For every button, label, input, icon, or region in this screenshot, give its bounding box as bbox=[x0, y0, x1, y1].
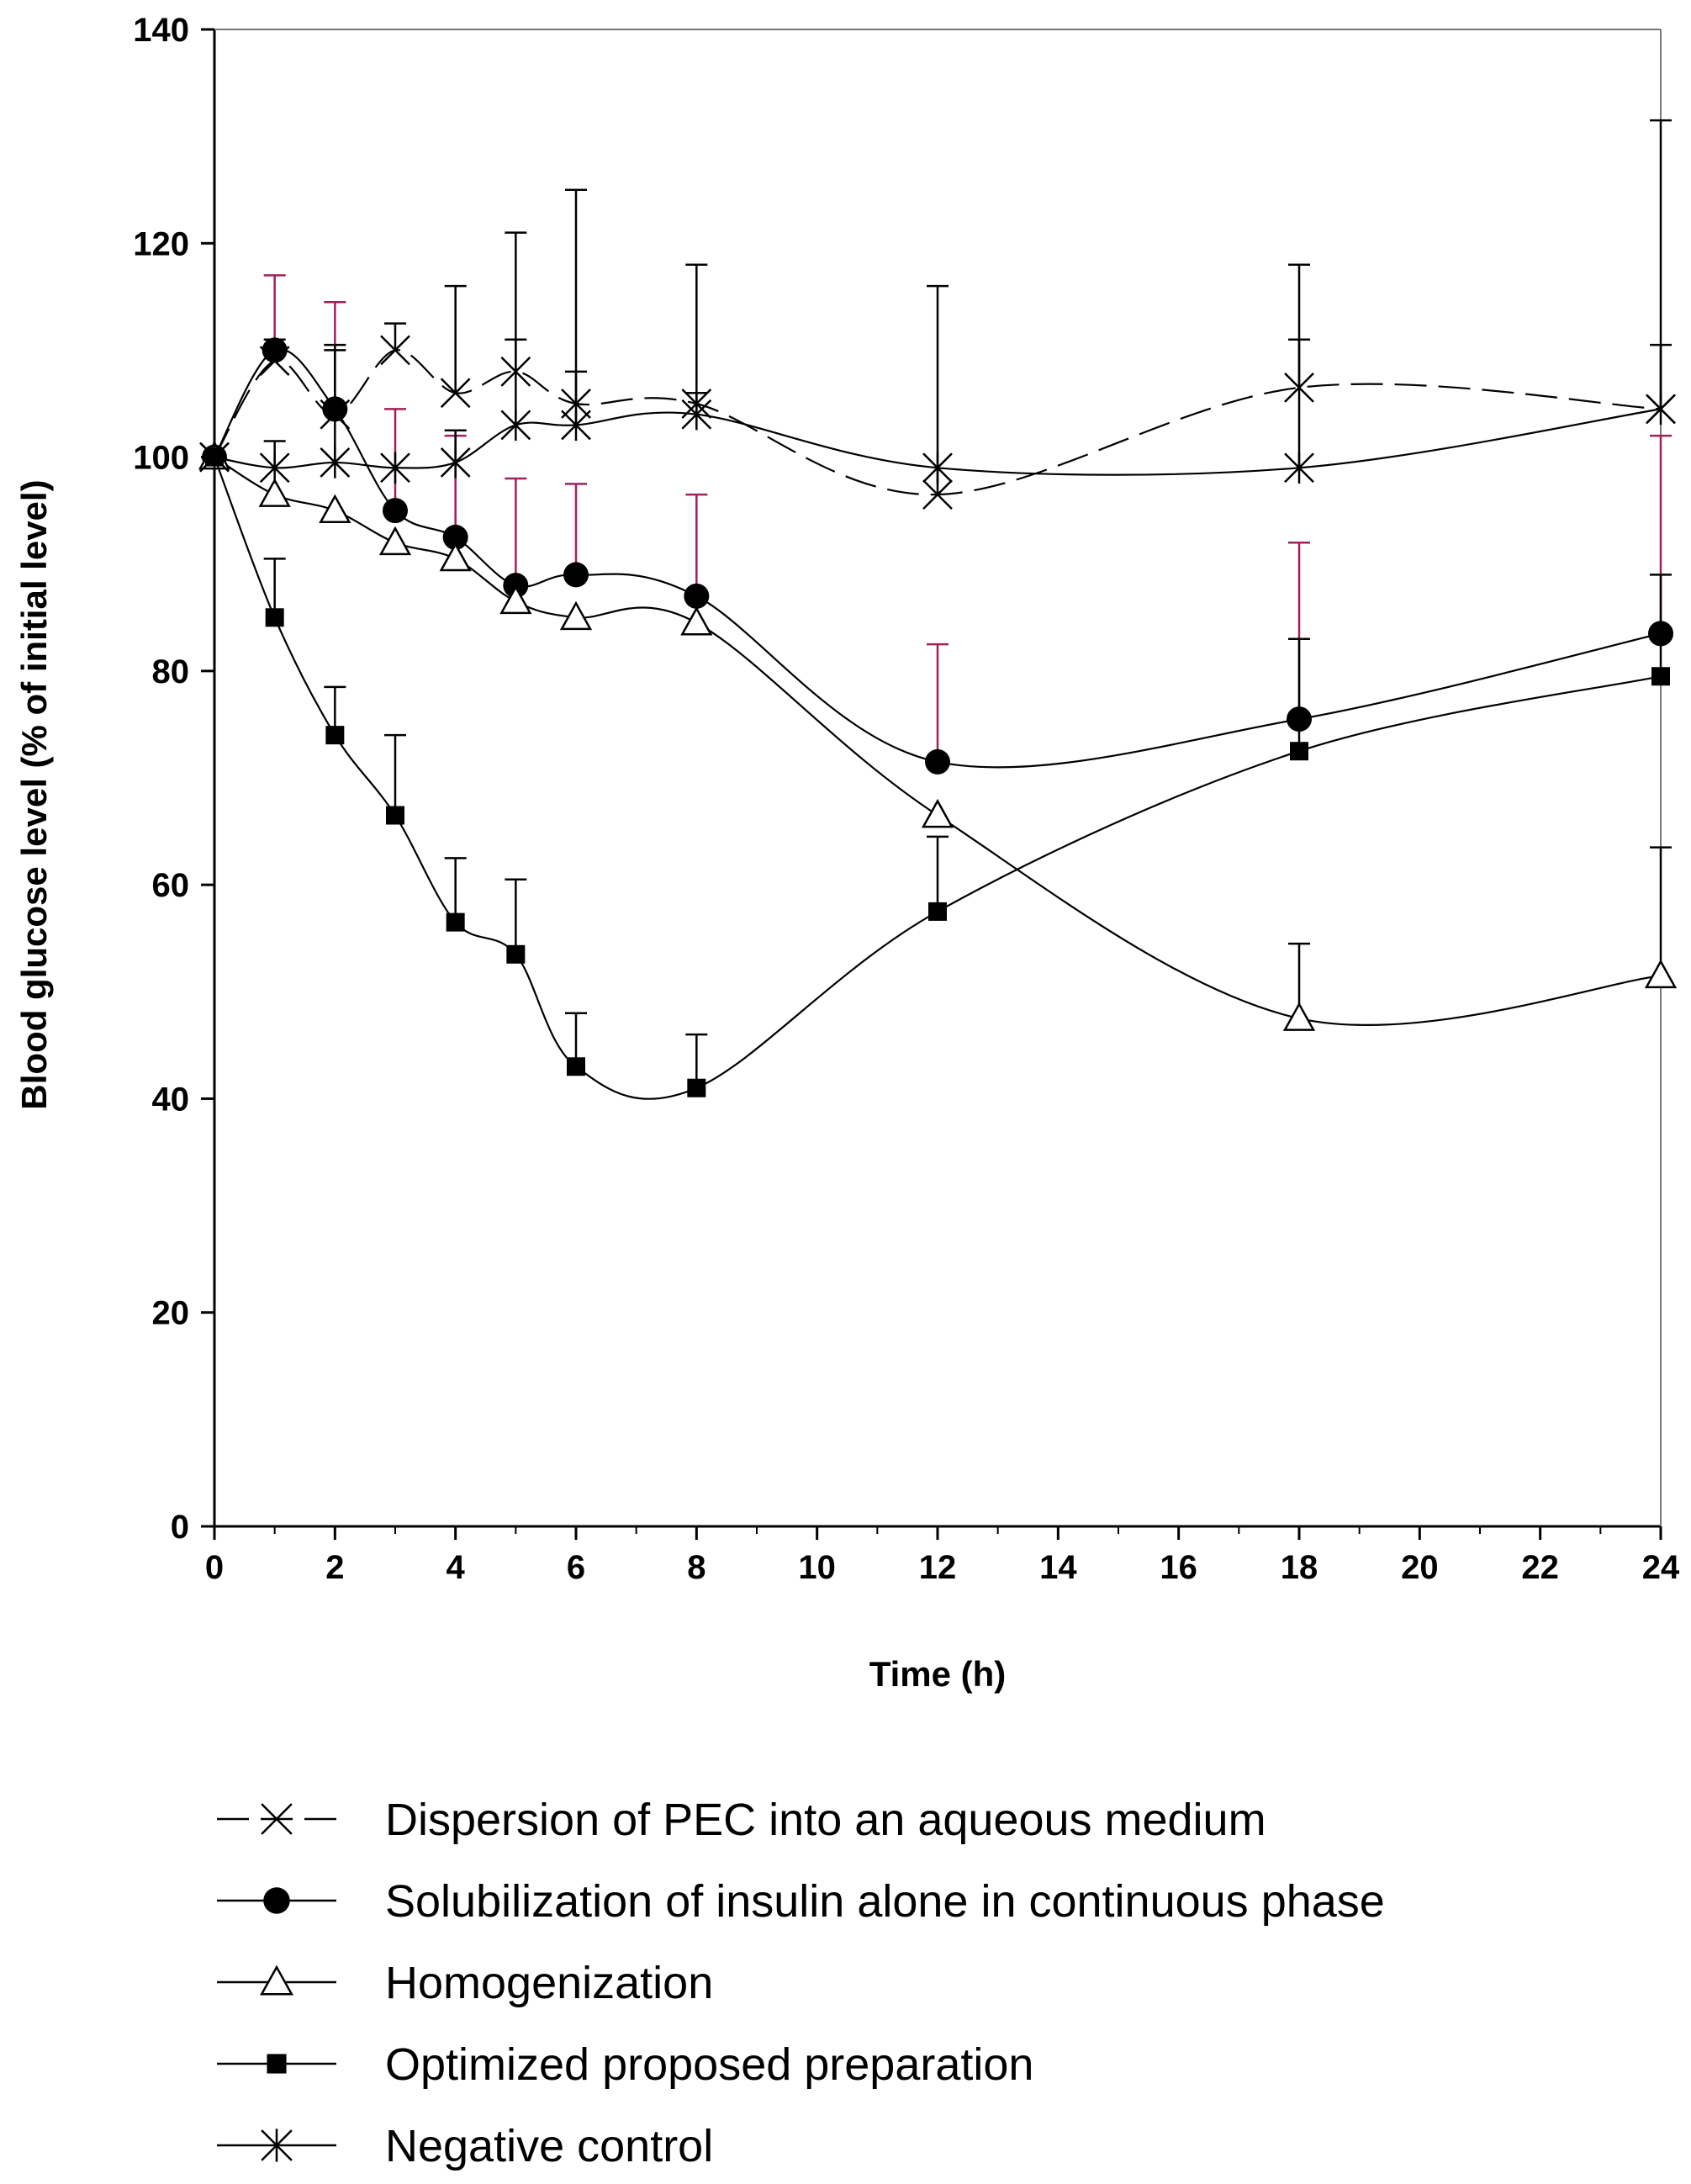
data-point-open-triangle bbox=[1282, 1002, 1316, 1031]
data-point-filled-circle bbox=[563, 562, 589, 588]
y-tick-label: 80 bbox=[152, 653, 190, 690]
x-tick-label: 22 bbox=[1521, 1549, 1559, 1586]
x-tick-label: 4 bbox=[447, 1549, 466, 1586]
x-tick-label: 8 bbox=[687, 1549, 705, 1586]
data-point-filled-circle bbox=[383, 498, 408, 524]
data-point-asterisk bbox=[681, 399, 712, 431]
data-point-filled-circle bbox=[263, 1887, 290, 1914]
data-point-open-triangle bbox=[319, 494, 351, 523]
x-tick-label: 12 bbox=[919, 1549, 957, 1586]
legend-label: Dispersion of PEC into an aqueous medium bbox=[385, 1795, 1266, 1845]
x-tick-label: 18 bbox=[1281, 1549, 1318, 1586]
data-point-filled-square bbox=[567, 1057, 585, 1076]
data-point-open-triangle bbox=[559, 600, 593, 631]
legend-label: Solubilization of insulin alone in conti… bbox=[385, 1876, 1385, 1927]
legend-label: Optimized proposed preparation bbox=[385, 2039, 1033, 2090]
series-5 bbox=[199, 338, 1676, 484]
legend-item: Optimized proposed preparation bbox=[217, 2039, 1033, 2090]
y-tick-label: 140 bbox=[133, 12, 189, 49]
data-point-open-triangle bbox=[499, 584, 532, 615]
data-point-open-triangle bbox=[680, 606, 713, 636]
legend-item: Negative control bbox=[217, 2121, 713, 2171]
x-tick-label: 6 bbox=[567, 1549, 585, 1586]
data-point-filled-square bbox=[267, 2054, 287, 2074]
legend-item: Homogenization bbox=[217, 1958, 713, 2008]
legend-label: Negative control bbox=[385, 2121, 713, 2171]
y-tick-label: 120 bbox=[133, 225, 189, 262]
legend-label: Homogenization bbox=[385, 1958, 713, 2008]
legend-item: Solubilization of insulin alone in conti… bbox=[217, 1876, 1385, 1927]
series-4 bbox=[205, 447, 1672, 1100]
series-3 bbox=[198, 440, 1678, 1031]
x-tick-label: 10 bbox=[798, 1549, 836, 1586]
series-line bbox=[213, 457, 1662, 1100]
data-point-asterisk bbox=[320, 447, 351, 479]
data-point-open-triangle bbox=[378, 526, 412, 556]
plot-frame bbox=[213, 29, 1662, 1528]
data-point-asterisk bbox=[199, 441, 230, 473]
data-point-filled-square bbox=[928, 902, 947, 921]
x-tick-label: 14 bbox=[1039, 1549, 1077, 1586]
x-tick-label: 24 bbox=[1642, 1549, 1680, 1586]
data-point-filled-square bbox=[1651, 667, 1670, 686]
data-point-open-triangle bbox=[258, 478, 291, 507]
x-tick-label: 20 bbox=[1401, 1549, 1439, 1586]
y-tick-label: 100 bbox=[133, 440, 189, 477]
data-point-filled-square bbox=[506, 944, 526, 964]
data-point-x-marker bbox=[380, 335, 410, 366]
data-point-open-triangle bbox=[439, 542, 472, 572]
data-point-open-triangle bbox=[921, 798, 954, 828]
y-tick-label: 0 bbox=[171, 1509, 189, 1546]
data-point-open-triangle bbox=[260, 1965, 293, 1996]
data-point-filled-square bbox=[386, 806, 404, 825]
x-tick-label: 16 bbox=[1160, 1549, 1197, 1586]
data-point-asterisk bbox=[259, 452, 290, 484]
data-point-asterisk bbox=[561, 409, 591, 442]
x-tick-label: 2 bbox=[325, 1549, 344, 1586]
y-tick-label: 20 bbox=[152, 1295, 190, 1332]
data-point-asterisk bbox=[440, 447, 471, 479]
data-point-open-triangle bbox=[1644, 959, 1678, 989]
data-point-asterisk bbox=[922, 452, 953, 484]
legend: Dispersion of PEC into an aqueous medium… bbox=[217, 1795, 1385, 2171]
data-point-filled-square bbox=[446, 912, 465, 932]
data-point-filled-square bbox=[687, 1078, 706, 1097]
data-point-asterisk bbox=[1284, 452, 1314, 484]
data-point-filled-square bbox=[265, 608, 284, 627]
data-point-asterisk bbox=[380, 452, 410, 484]
data-point-filled-circle bbox=[442, 524, 468, 550]
data-point-filled-circle bbox=[684, 583, 710, 609]
data-point-x-marker bbox=[922, 479, 953, 510]
y-axis-title: Blood glucose level (% of initial level) bbox=[14, 479, 54, 1109]
legend-item: Dispersion of PEC into an aqueous medium bbox=[217, 1795, 1266, 1845]
data-point-filled-circle bbox=[925, 748, 950, 775]
y-tick-label: 40 bbox=[152, 1081, 190, 1118]
data-point-filled-circle bbox=[262, 337, 288, 363]
data-point-asterisk bbox=[1646, 393, 1676, 426]
data-point-x-marker bbox=[440, 378, 471, 409]
series-1 bbox=[199, 119, 1676, 510]
series-line bbox=[214, 408, 1662, 476]
data-point-filled-square bbox=[325, 726, 345, 745]
data-point-asterisk bbox=[261, 2128, 293, 2162]
x-axis-title: Time (h) bbox=[869, 1654, 1007, 1694]
series-layer bbox=[198, 119, 1678, 1100]
data-point-asterisk bbox=[500, 409, 531, 442]
data-point-filled-square bbox=[1290, 742, 1308, 761]
y-tick-label: 60 bbox=[152, 867, 190, 904]
x-tick-label: 0 bbox=[205, 1549, 224, 1586]
data-point-x-marker bbox=[261, 1803, 293, 1835]
